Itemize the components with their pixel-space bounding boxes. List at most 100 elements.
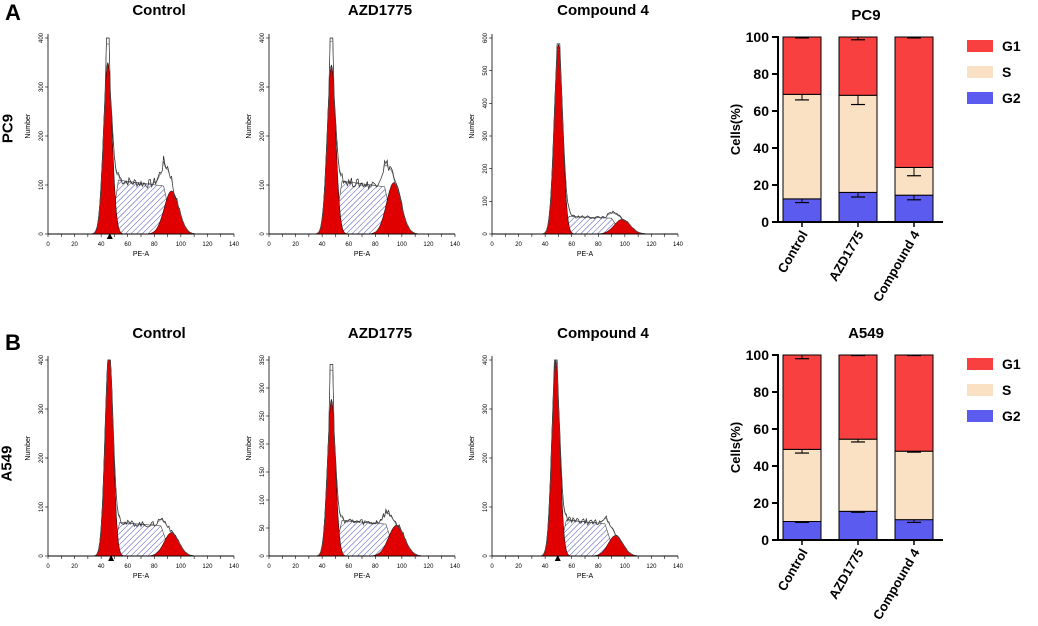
x-tick-label: 80 [151, 242, 158, 248]
x-tick-label: 0 [490, 242, 494, 248]
y-tick-label: 100 [746, 29, 770, 45]
y-tick-label: 300 [260, 382, 266, 393]
histogram-pc9-compound4: 0 20 40 60 80 100 120 140 0 100 200 300 400 500 600 PE-… [469, 32, 684, 258]
bar-segment-g1 [838, 354, 878, 440]
g1-peak [492, 43, 678, 235]
y-tick-label: 0 [39, 232, 45, 236]
y-tick-label: 100 [483, 501, 489, 512]
y-tick-label: 50 [260, 524, 266, 531]
hist-title-a549-control: Control [132, 325, 186, 342]
legend-label-g2: G2 [1002, 90, 1021, 106]
hist-title-pc9-azd1775: AZD1775 [347, 2, 413, 19]
y-tick-label: 500 [483, 65, 489, 76]
bar-segment-s [782, 93, 822, 200]
y-tick-label: 20 [753, 495, 769, 511]
y-tick-label: 100 [746, 347, 770, 363]
category-label: Control [774, 228, 810, 276]
x-axis-label: PE-A [577, 251, 594, 258]
x-tick-label: 60 [345, 564, 352, 570]
hist-title-a549-azd1775: AZD1775 [347, 325, 413, 342]
y-tick-label: 100 [483, 196, 489, 207]
bar-segment-g1 [782, 354, 822, 450]
y-tick-label: 200 [483, 163, 489, 174]
y-tick-label: 60 [753, 103, 769, 119]
legend-label-s: S [1002, 64, 1011, 80]
histogram-envelope [518, 43, 663, 235]
s-phase-area [269, 519, 455, 557]
bar-segment-g1 [894, 36, 934, 168]
histogram-pc9-control: 0 20 40 60 80 100 120 140 0 100 200 300 400 PE-A Numbe… [25, 32, 240, 258]
y-tick-label: 200 [260, 130, 266, 141]
y-axis-label: Number [246, 435, 253, 461]
y-tick-label: 300 [39, 81, 45, 92]
s-phase-area [492, 519, 678, 557]
x-tick-label: 140 [229, 564, 240, 570]
x-tick-label: 60 [124, 564, 131, 570]
x-tick-label: 100 [176, 564, 187, 570]
bar-chart-title: A549 [848, 325, 884, 342]
y-tick-label: 200 [260, 438, 266, 449]
x-tick-label: 20 [71, 242, 78, 248]
x-tick-label: 80 [595, 242, 602, 248]
x-tick-label: 40 [542, 564, 549, 570]
y-tick-label: 0 [761, 532, 769, 548]
category-label: AZD1775 [826, 546, 867, 602]
fit-envelope [295, 41, 440, 235]
x-tick-label: 60 [568, 242, 575, 248]
x-axis-label: PE-A [133, 573, 150, 580]
legend-label-g1: G1 [1002, 356, 1021, 372]
y-tick-label: 300 [483, 130, 489, 141]
x-tick-label: 140 [673, 564, 684, 570]
y-tick-label: 100 [39, 501, 45, 512]
category-label: Control [774, 546, 810, 594]
x-tick-label: 40 [98, 242, 105, 248]
legend-label-s: S [1002, 382, 1011, 398]
x-tick-label: 80 [372, 242, 379, 248]
bar-segment-s [838, 438, 878, 512]
bar-segment-g1 [838, 36, 878, 96]
y-tick-label: 100 [260, 494, 266, 505]
y-tick-label: 40 [753, 458, 769, 474]
y-tick-label: 0 [483, 554, 489, 558]
legend-swatch-g1 [967, 358, 993, 370]
y-tick-label: 400 [260, 32, 266, 43]
x-tick-label: 0 [46, 242, 50, 248]
x-tick-label: 80 [372, 564, 379, 570]
x-tick-label: 40 [542, 242, 549, 248]
category-label: Compound 4 [870, 227, 923, 304]
x-tick-label: 120 [202, 564, 213, 570]
legend-swatch-s [967, 66, 993, 78]
x-axis-label: PE-A [354, 251, 371, 258]
x-tick-label: 80 [595, 564, 602, 570]
x-tick-label: 100 [397, 564, 408, 570]
y-tick-label: 80 [753, 66, 769, 82]
y-axis-label: Number [469, 435, 476, 461]
x-tick-label: 0 [490, 564, 494, 570]
x-tick-label: 80 [151, 564, 158, 570]
hist-title-pc9-compound4: Compound 4 [557, 2, 649, 19]
panel-letter-a: A [5, 0, 21, 25]
bar-segment-g1 [782, 36, 822, 95]
gate-marker-icon [108, 555, 115, 561]
x-tick-label: 120 [646, 564, 657, 570]
category-label: AZD1775 [826, 228, 867, 284]
histogram-a549-compound4: 0 20 40 60 80 100 120 140 0 100 200 300 400 PE-A Numbe… [469, 354, 684, 580]
y-tick-label: 40 [753, 140, 769, 156]
y-tick-label: 200 [39, 452, 45, 463]
bar-segment-s [782, 448, 822, 523]
category-label: Compound 4 [870, 545, 923, 622]
y-tick-label: 0 [260, 232, 266, 236]
y-tick-label: 0 [260, 554, 266, 558]
x-tick-label: 60 [568, 564, 575, 570]
hist-title-a549-compound4: Compound 4 [557, 325, 649, 342]
x-tick-label: 120 [423, 242, 434, 248]
x-tick-label: 100 [620, 242, 631, 248]
y-tick-label: 0 [39, 554, 45, 558]
y-axis-label: Number [25, 435, 32, 461]
fit-envelope [74, 359, 219, 557]
y-tick-label: 300 [39, 403, 45, 414]
x-tick-label: 100 [620, 564, 631, 570]
bar-segment-s [894, 450, 934, 521]
y-tick-label: 150 [260, 466, 266, 477]
y-tick-label: 600 [483, 32, 489, 43]
